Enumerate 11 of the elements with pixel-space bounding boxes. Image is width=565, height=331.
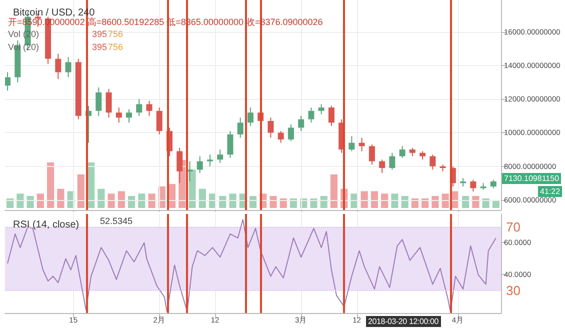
ref-line-label: 30 — [506, 283, 520, 298]
text: 2018-03-20 12:00:00 — [366, 316, 440, 327]
text: 7130.10981150 — [502, 173, 562, 184]
ref-line-label: 70 — [506, 219, 520, 234]
annotation: 756 — [108, 42, 124, 53]
annotation: 395 — [92, 29, 108, 40]
text: RSI (14, close) — [13, 220, 80, 230]
annotation: 756 — [108, 29, 124, 40]
annotation: 395 — [92, 42, 108, 53]
annotation: 52.5345 — [100, 216, 133, 227]
text: 41:22 — [538, 186, 562, 197]
